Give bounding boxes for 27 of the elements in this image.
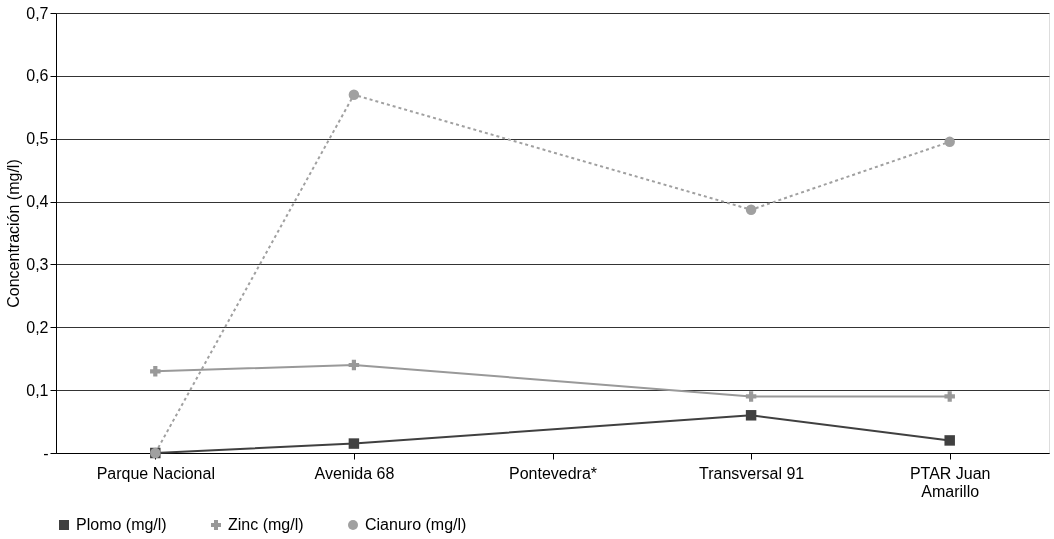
y-tick-label: 0,4	[26, 193, 49, 211]
x-tick-label: Transversal 91	[698, 464, 805, 482]
legend-label: Cianuro (mg/l)	[365, 516, 467, 533]
point	[745, 410, 757, 421]
y-tick-label: 0,6	[26, 67, 49, 85]
y-tick-label: 0,1	[26, 381, 49, 399]
point	[944, 435, 955, 446]
point	[745, 391, 757, 402]
point	[348, 359, 360, 371]
y-tick-label: 0,5	[26, 130, 49, 148]
y-tick-label: 0,7	[26, 4, 49, 22]
x-tick-label: Parque Nacional	[96, 464, 215, 482]
point	[944, 391, 955, 402]
point	[348, 438, 360, 449]
point	[348, 89, 360, 100]
legend-label: Zinc (mg/l)	[228, 516, 304, 533]
y-tick-label: 0,2	[26, 318, 49, 336]
y-tick-label: 0,3	[26, 255, 49, 273]
point	[150, 366, 161, 377]
point	[745, 204, 757, 215]
point	[944, 136, 955, 148]
x-tick-label: Avenida 68	[314, 464, 395, 482]
y-axis-title: Concentración (mg/l)	[5, 159, 23, 308]
x-tick-label: PTAR Juan Amarillo	[909, 464, 991, 500]
y-tick-label: -	[43, 444, 49, 462]
x-tick-label: Pontevedra*	[508, 464, 598, 482]
legend-label: Plomo (mg/l)	[76, 516, 167, 533]
